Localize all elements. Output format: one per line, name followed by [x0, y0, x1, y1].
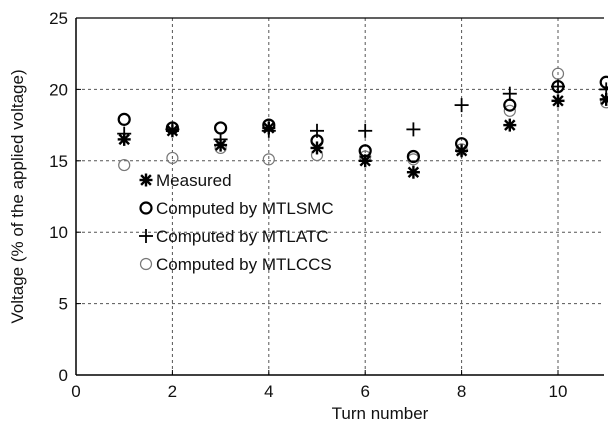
data-point: [214, 138, 228, 152]
legend-label: Computed by MTLSMC: [156, 199, 334, 218]
legend-marker: [139, 201, 153, 215]
grid: [76, 17, 604, 375]
y-tick-label: 15: [49, 152, 68, 171]
data-point: [503, 98, 517, 112]
data-point: [599, 75, 608, 89]
data-point: [358, 123, 373, 138]
legend-marker: [139, 173, 153, 187]
legend-item: Computed by MTLSMC: [139, 199, 334, 218]
axes: [75, 17, 604, 376]
data-point: [503, 118, 517, 132]
data-point: [117, 132, 131, 146]
y-tick-label: 25: [49, 9, 68, 28]
data-point: [262, 153, 275, 166]
data-point: [599, 92, 608, 106]
data-point: [165, 124, 179, 138]
data-point: [551, 79, 565, 94]
x-tick-label: 6: [360, 382, 369, 401]
data-point: [551, 94, 565, 108]
series-computed-by-mtlccs: [118, 67, 608, 172]
legend-item: Computed by MTLATC: [139, 227, 329, 246]
data-point: [406, 149, 420, 164]
data-point: [551, 67, 565, 80]
x-tick-label: 4: [264, 382, 273, 401]
x-tick-label: 10: [549, 382, 568, 401]
legend-item: Computed by MTLCCS: [139, 255, 332, 274]
x-axis-label: Turn number: [332, 404, 429, 423]
x-tick-label: 0: [71, 382, 80, 401]
data-point: [262, 121, 276, 135]
y-tick-label: 20: [49, 80, 68, 99]
legend-label: Measured: [156, 171, 232, 190]
legend-item: Measured: [139, 171, 232, 190]
y-tick-label: 0: [59, 366, 68, 385]
data-point: [455, 144, 469, 158]
data-point: [310, 141, 324, 155]
data-point: [406, 122, 421, 137]
y-axis-label: Voltage (% of the applied voltage): [8, 69, 27, 323]
legend-label: Computed by MTLCCS: [156, 255, 332, 274]
legend-marker: [139, 257, 153, 271]
x-tick-label: 8: [457, 382, 466, 401]
y-tick-label: 10: [49, 223, 68, 242]
series-measured: [117, 92, 608, 179]
data-point: [503, 104, 516, 117]
legend-label: Computed by MTLATC: [156, 227, 329, 246]
legend-marker: [139, 229, 153, 243]
data-point: [117, 112, 131, 126]
data-point: [406, 165, 420, 179]
data-point: [454, 98, 469, 113]
legend: Measured Computed by MTLSMC Computed by MT…: [139, 171, 334, 274]
data-point: [358, 154, 372, 168]
data-point: [166, 151, 179, 165]
x-tick-label: 2: [168, 382, 177, 401]
data-points: [117, 67, 608, 179]
data-point: [118, 158, 131, 172]
data-point: [214, 121, 228, 135]
y-tick-label: 5: [59, 295, 68, 314]
data-point: [502, 86, 517, 101]
tick-labels: 0 2 4 6 8 10 0 5 10 15 20 25: [49, 9, 567, 401]
